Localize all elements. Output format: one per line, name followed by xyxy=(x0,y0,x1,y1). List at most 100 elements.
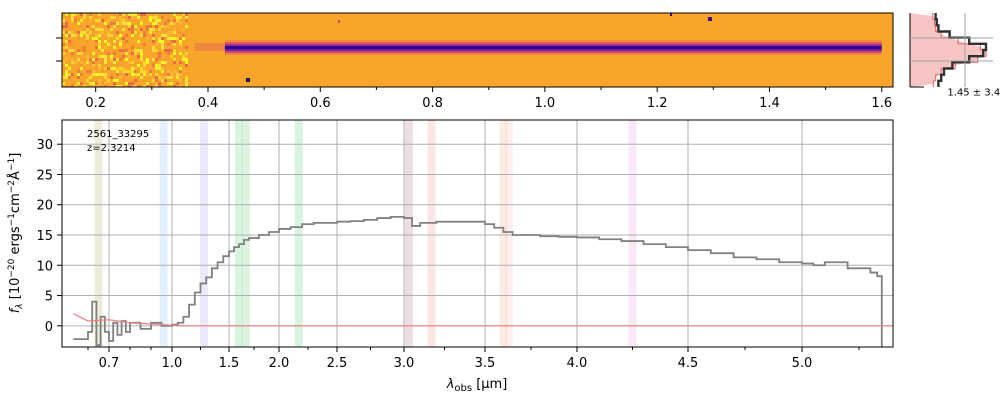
heatmap-pixel xyxy=(71,55,74,58)
heatmap-pixel xyxy=(110,58,113,61)
heatmap-pixel xyxy=(71,19,74,22)
heatmap-pixel xyxy=(92,34,95,37)
heatmap-pixel xyxy=(104,61,107,64)
emission-line-band xyxy=(199,120,208,347)
emission-line-band xyxy=(94,120,103,347)
heatmap-pixel xyxy=(65,13,68,16)
heatmap-pixel xyxy=(68,49,71,52)
heatmap-pixel xyxy=(149,70,152,73)
heatmap-pixel xyxy=(86,13,89,16)
heatmap-pixel xyxy=(92,73,95,76)
heatmap-pixel xyxy=(128,55,131,58)
x-tick-label-2d: 0.4 xyxy=(198,96,219,111)
heatmap-pixel xyxy=(125,49,128,52)
heatmap-pixel xyxy=(86,61,89,64)
heatmap-pixel xyxy=(152,46,155,49)
heatmap-pixel xyxy=(158,85,161,87)
heatmap-pixel xyxy=(146,82,149,85)
heatmap-pixel xyxy=(62,61,65,64)
heatmap-pixel xyxy=(80,52,83,55)
heatmap-pixel xyxy=(140,67,143,70)
heatmap-pixel xyxy=(140,52,143,55)
heatmap-pixel xyxy=(167,31,170,34)
heatmap-pixel xyxy=(95,28,98,31)
heatmap-pixel xyxy=(161,34,164,37)
heatmap-pixel xyxy=(173,40,176,43)
heatmap-pixel xyxy=(158,82,161,85)
heatmap-pixel xyxy=(155,16,158,19)
heatmap-pixel xyxy=(77,67,80,70)
heatmap-pixel xyxy=(89,16,92,19)
heatmap-pixel xyxy=(173,28,176,31)
heatmap-pixel xyxy=(89,58,92,61)
heatmap-pixel xyxy=(131,73,134,76)
profile-panel: 1.45 ± 3.41 xyxy=(909,13,1000,98)
heatmap-pixel xyxy=(161,64,164,67)
heatmap-pixel xyxy=(158,28,161,31)
heatmap-pixel xyxy=(68,34,71,37)
heatmap-pixel xyxy=(131,82,134,85)
heatmap-pixel xyxy=(80,73,83,76)
heatmap-pixel xyxy=(101,70,104,73)
heatmap-pixel xyxy=(143,13,146,16)
heatmap-pixel xyxy=(92,82,95,85)
emission-line-band xyxy=(427,120,436,347)
heatmap-pixel xyxy=(176,19,179,22)
heatmap-pixel xyxy=(98,46,101,49)
heatmap-pixel xyxy=(155,76,158,79)
heatmap-pixel xyxy=(131,70,134,73)
heatmap-pixel xyxy=(143,70,146,73)
heatmap-pixel xyxy=(116,40,119,43)
heatmap-pixel xyxy=(71,85,74,87)
heatmap-pixel xyxy=(155,79,158,82)
heatmap-pixel xyxy=(134,52,137,55)
heatmap-pixel xyxy=(104,82,107,85)
heatmap-pixel xyxy=(182,13,185,16)
spectrum-2d-frame xyxy=(61,12,894,88)
heatmap-pixel xyxy=(122,79,125,82)
heatmap-pixel xyxy=(65,49,68,52)
line-bands xyxy=(94,120,637,347)
heatmap-pixel xyxy=(62,76,65,79)
heatmap-pixel xyxy=(140,70,143,73)
heatmap-pixel xyxy=(173,61,176,64)
heatmap-pixel xyxy=(65,64,68,67)
x-tick-label: 1.5 xyxy=(219,356,240,371)
heatmap-pixel xyxy=(122,13,125,16)
heatmap-pixel xyxy=(167,25,170,28)
heatmap-pixel xyxy=(119,22,122,25)
heatmap-pixel xyxy=(71,58,74,61)
heatmap-pixel xyxy=(122,22,125,25)
heatmap-pixel xyxy=(173,43,176,46)
heatmap-pixel xyxy=(182,34,185,37)
heatmap-pixel xyxy=(65,19,68,22)
heatmap-pixel xyxy=(107,52,110,55)
heatmap-pixel xyxy=(92,31,95,34)
heatmap-pixel xyxy=(65,40,68,43)
heatmap-pixel xyxy=(80,31,83,34)
heatmap-pixel xyxy=(80,64,83,67)
heatmap-pixel xyxy=(167,61,170,64)
profile-model-fill xyxy=(910,13,986,87)
heatmap-pixel xyxy=(185,16,188,19)
spectrum-trace-fade xyxy=(194,43,225,51)
heatmap-pixel xyxy=(74,19,77,22)
heatmap-pixel xyxy=(152,34,155,37)
heatmap-pixel xyxy=(155,43,158,46)
heatmap-pixel xyxy=(167,34,170,37)
heatmap-pixel xyxy=(131,13,134,16)
y-tick-label: 5 xyxy=(45,290,53,305)
heatmap-pixel xyxy=(128,61,131,64)
heatmap-pixel xyxy=(71,73,74,76)
heatmap-pixel xyxy=(92,85,95,87)
heatmap-pixel xyxy=(161,61,164,64)
heatmap-pixel xyxy=(101,31,104,34)
heatmap-pixel xyxy=(128,13,131,16)
heatmap-pixel xyxy=(65,70,68,73)
y-tick-label: 10 xyxy=(36,259,53,274)
heatmap-pixel xyxy=(161,13,164,16)
heatmap-pixel xyxy=(134,31,137,34)
heatmap-pixel xyxy=(134,67,137,70)
heatmap-pixel xyxy=(116,79,119,82)
